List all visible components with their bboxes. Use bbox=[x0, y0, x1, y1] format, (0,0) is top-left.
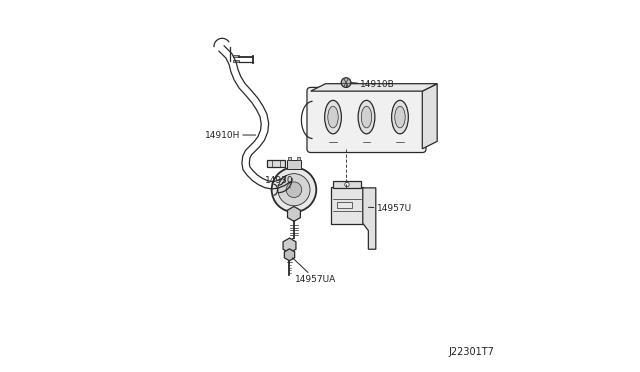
Circle shape bbox=[286, 182, 302, 198]
Bar bbox=[234, 60, 239, 62]
Ellipse shape bbox=[328, 106, 338, 128]
Bar bbox=[333, 181, 361, 188]
Ellipse shape bbox=[324, 100, 341, 134]
Circle shape bbox=[345, 182, 349, 187]
Polygon shape bbox=[284, 249, 294, 261]
Ellipse shape bbox=[392, 100, 408, 134]
Circle shape bbox=[271, 167, 316, 212]
Polygon shape bbox=[363, 188, 376, 249]
Circle shape bbox=[278, 174, 310, 206]
Polygon shape bbox=[287, 206, 300, 221]
Bar bbox=[287, 160, 301, 169]
Bar bbox=[287, 157, 291, 160]
Polygon shape bbox=[422, 84, 437, 149]
Ellipse shape bbox=[358, 100, 375, 134]
Text: 14957U: 14957U bbox=[369, 204, 412, 213]
Ellipse shape bbox=[395, 106, 405, 128]
Text: 14930: 14930 bbox=[265, 176, 294, 188]
Text: 14910B: 14910B bbox=[351, 80, 395, 89]
Polygon shape bbox=[283, 238, 296, 253]
FancyBboxPatch shape bbox=[307, 87, 426, 153]
Bar bbox=[234, 55, 239, 57]
Bar bbox=[337, 202, 351, 208]
Ellipse shape bbox=[362, 106, 372, 128]
Text: J22301T7: J22301T7 bbox=[449, 347, 495, 357]
FancyBboxPatch shape bbox=[331, 187, 363, 224]
Text: 14910H: 14910H bbox=[205, 131, 255, 140]
Bar bbox=[296, 157, 300, 160]
Circle shape bbox=[341, 78, 351, 87]
Bar bbox=[267, 160, 285, 167]
Text: 14957UA: 14957UA bbox=[292, 258, 337, 284]
Polygon shape bbox=[310, 84, 437, 91]
